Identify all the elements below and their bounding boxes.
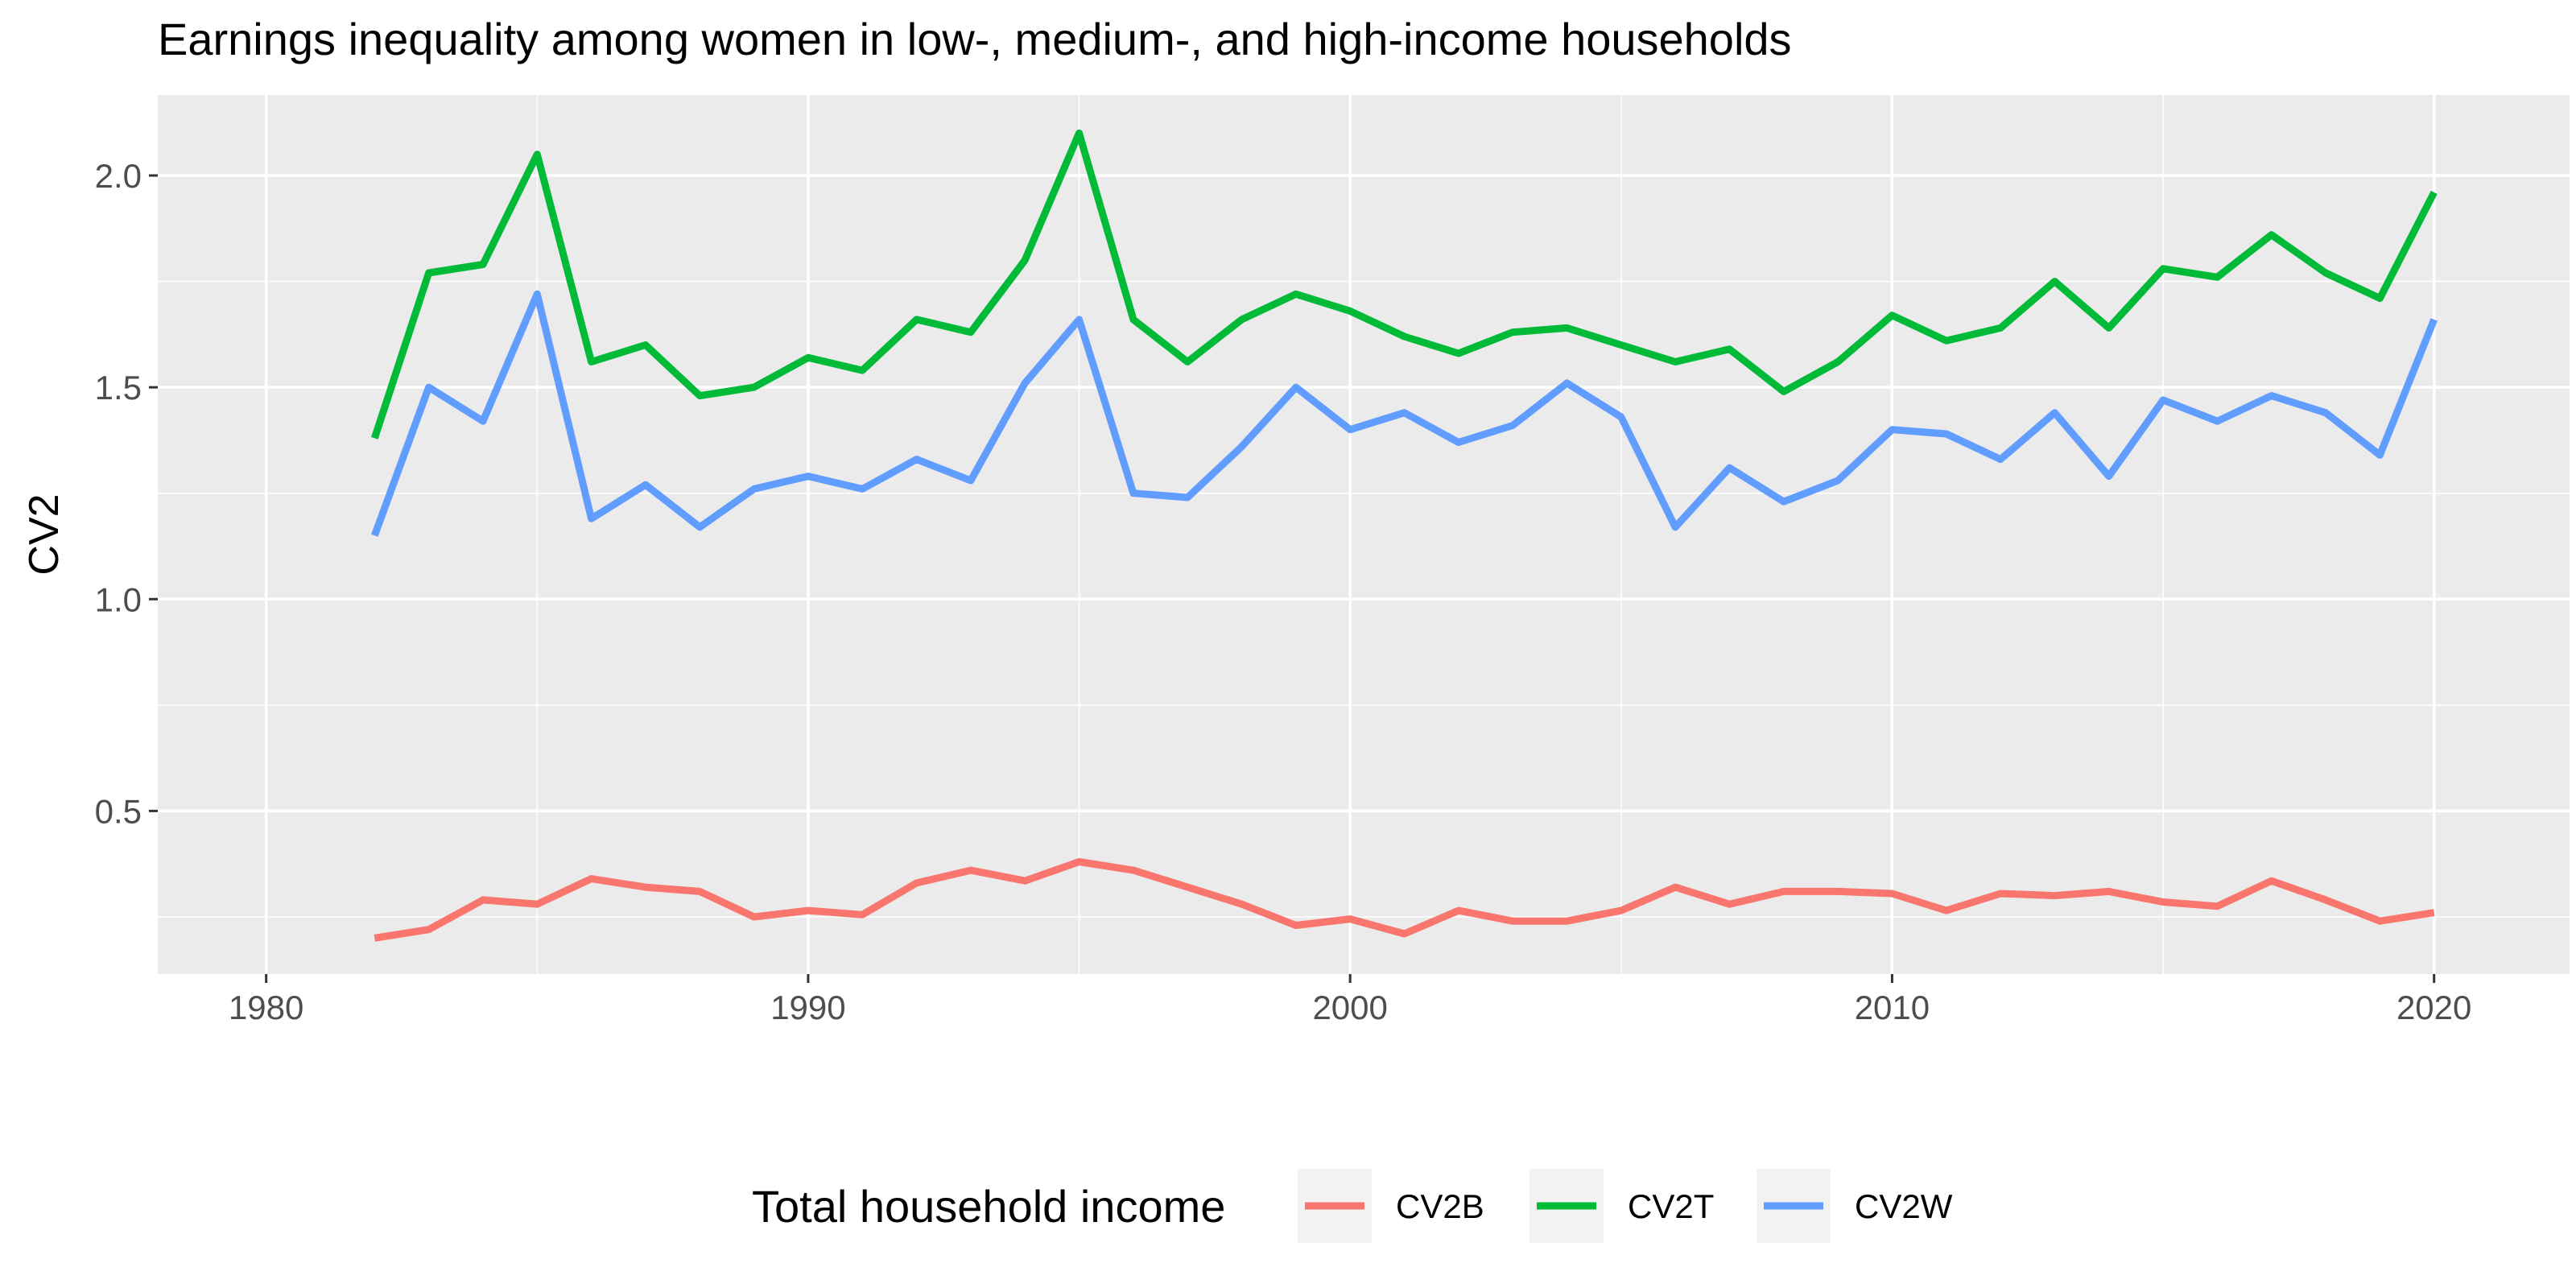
y-axis-title: CV2 xyxy=(21,493,68,575)
legend: Total household income CV2B CV2T CV2W xyxy=(752,1169,1953,1243)
series-line-cv2b xyxy=(374,858,2435,942)
y-tick-label: 1.0 xyxy=(95,580,142,618)
y-tick-label: 2.0 xyxy=(95,157,142,195)
major-gridlines xyxy=(158,95,2570,974)
legend-label: CV2B xyxy=(1396,1187,1484,1225)
y-tick-label: 1.5 xyxy=(95,369,142,407)
series-line-cv2t xyxy=(371,129,2438,440)
x-tick-label: 1980 xyxy=(229,989,303,1026)
legend-item-cv2b: CV2B xyxy=(1298,1169,1484,1243)
y-axis: 0.5 1.0 1.5 2.0 xyxy=(95,157,158,830)
x-tick-label: 2010 xyxy=(1855,989,1930,1026)
legend-title: Total household income xyxy=(752,1181,1225,1232)
legend-label: CV2W xyxy=(1855,1187,1953,1225)
minor-gridlines xyxy=(158,95,2570,974)
series-lines xyxy=(371,129,2438,942)
chart-title: Earnings inequality among women in low-,… xyxy=(158,14,1792,64)
legend-item-cv2w: CV2W xyxy=(1757,1169,1953,1243)
x-tick-label: 1990 xyxy=(770,989,845,1026)
plot-panel xyxy=(158,95,2570,974)
x-axis: 1980 1990 2000 2010 2020 xyxy=(229,974,2471,1026)
x-tick-label: 2000 xyxy=(1312,989,1387,1026)
series-line-cv2w xyxy=(371,290,2438,537)
x-tick-label: 2020 xyxy=(2396,989,2471,1026)
legend-label: CV2T xyxy=(1628,1187,1714,1225)
legend-keys: CV2B CV2T CV2W xyxy=(1298,1169,1953,1243)
legend-item-cv2t: CV2T xyxy=(1530,1169,1714,1243)
y-tick-label: 0.5 xyxy=(95,792,142,830)
